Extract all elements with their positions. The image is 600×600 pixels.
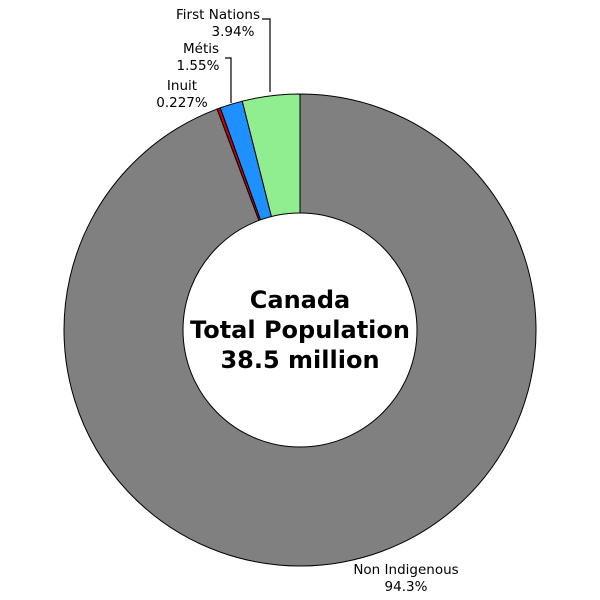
donut-hole xyxy=(182,212,418,448)
center-title-line-1: Canada xyxy=(250,286,350,314)
center-title-line-3: 38.5 million xyxy=(220,346,379,374)
label-first-nations-value: 3.94% xyxy=(212,24,255,40)
label-inuit-name: Inuit xyxy=(167,78,197,94)
leader-line-first-nations xyxy=(262,18,271,92)
label-non-indigenous-value: 94.3% xyxy=(385,579,428,595)
label-non-indigenous-name: Non Indigenous xyxy=(353,562,458,578)
label-metis-name: Métis xyxy=(183,41,219,57)
center-title-line-2: Total Population xyxy=(190,316,410,344)
label-inuit-value: 0.227% xyxy=(156,95,208,111)
leader-line-metis xyxy=(225,57,232,103)
label-first-nations-name: First Nations xyxy=(176,7,260,23)
leader-lines xyxy=(225,18,271,103)
label-metis-value: 1.55% xyxy=(177,58,220,74)
